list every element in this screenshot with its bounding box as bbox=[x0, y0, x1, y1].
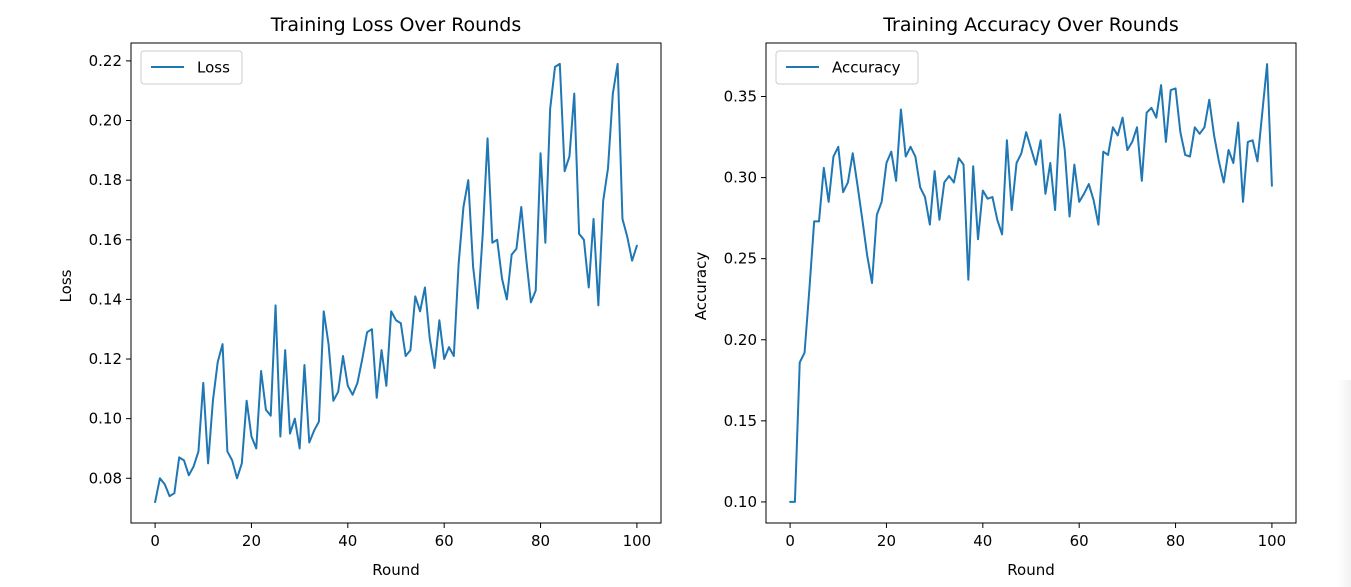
loss-chart: Training Loss Over Rounds Round Loss 0 20… bbox=[57, 14, 662, 579]
loss-chart-series-line bbox=[154, 62, 638, 504]
accuracy-chart-ytick-label: 0.30 bbox=[724, 169, 757, 187]
loss-chart-ytick-label: 0.12 bbox=[89, 350, 122, 368]
accuracy-chart-xtick-label: 20 bbox=[877, 532, 896, 550]
accuracy-chart: Training Accuracy Over Rounds Round Accu… bbox=[692, 14, 1297, 579]
accuracy-chart-axes-frame bbox=[765, 42, 1297, 524]
loss-chart-ytick-label: 0.08 bbox=[89, 469, 122, 487]
accuracy-chart-xlabel: Round bbox=[1007, 561, 1054, 579]
loss-chart-legend: Loss bbox=[140, 50, 243, 85]
accuracy-chart-yticks: 0.10 0.15 0.20 0.25 0.30 0.35 bbox=[724, 88, 766, 511]
loss-chart-xtick-label: 0 bbox=[150, 532, 160, 550]
accuracy-chart-ylabel: Accuracy bbox=[692, 252, 710, 321]
accuracy-chart-ytick-label: 0.15 bbox=[724, 412, 757, 430]
loss-chart-ylabel: Loss bbox=[57, 269, 75, 302]
accuracy-chart-xtick-label: 100 bbox=[1258, 532, 1287, 550]
loss-chart-ytick-label: 0.16 bbox=[89, 231, 122, 249]
loss-chart-ytick-label: 0.10 bbox=[89, 410, 122, 428]
accuracy-chart-xtick-label: 40 bbox=[973, 532, 992, 550]
loss-chart-axes-frame bbox=[130, 42, 662, 524]
accuracy-chart-series-line bbox=[789, 63, 1273, 503]
loss-chart-xticks: 0 20 40 60 80 100 bbox=[150, 523, 651, 550]
loss-chart-ytick-label: 0.18 bbox=[89, 171, 122, 189]
accuracy-chart-ytick-label: 0.20 bbox=[724, 331, 757, 349]
loss-chart-title: Training Loss Over Rounds bbox=[270, 14, 521, 36]
accuracy-chart-xtick-label: 80 bbox=[1166, 532, 1185, 550]
accuracy-chart-ytick-label: 0.35 bbox=[724, 88, 757, 106]
loss-chart-xtick-label: 40 bbox=[338, 532, 357, 550]
loss-chart-yticks: 0.08 0.10 0.12 0.14 0.16 0.18 0.20 0.22 bbox=[89, 52, 131, 487]
accuracy-chart-title: Training Accuracy Over Rounds bbox=[882, 14, 1179, 36]
loss-chart-ytick-label: 0.22 bbox=[89, 52, 122, 70]
loss-chart-legend-box bbox=[140, 50, 243, 85]
loss-chart-ytick-label: 0.20 bbox=[89, 112, 122, 130]
loss-chart-xtick-label: 60 bbox=[435, 532, 454, 550]
accuracy-chart-plot-clip bbox=[789, 63, 1273, 503]
loss-chart-legend-label: Loss bbox=[197, 59, 230, 77]
loss-chart-xtick-label: 100 bbox=[623, 532, 652, 550]
accuracy-chart-ytick-label: 0.10 bbox=[724, 493, 757, 511]
accuracy-chart-legend-box bbox=[775, 50, 919, 85]
loss-chart-ytick-label: 0.14 bbox=[89, 290, 122, 308]
accuracy-chart-legend: Accuracy bbox=[775, 50, 919, 85]
accuracy-chart-xticks: 0 20 40 60 80 100 bbox=[785, 523, 1286, 550]
accuracy-chart-legend-label: Accuracy bbox=[832, 59, 901, 77]
loss-chart-xlabel: Round bbox=[372, 561, 419, 579]
loss-chart-plot-clip bbox=[154, 62, 638, 504]
edge-shadow bbox=[1337, 380, 1351, 587]
loss-chart-xtick-label: 80 bbox=[531, 532, 550, 550]
accuracy-chart-ytick-label: 0.25 bbox=[724, 250, 757, 268]
accuracy-chart-xtick-label: 60 bbox=[1070, 532, 1089, 550]
accuracy-chart-xtick-label: 0 bbox=[785, 532, 795, 550]
loss-chart-xtick-label: 20 bbox=[242, 532, 261, 550]
